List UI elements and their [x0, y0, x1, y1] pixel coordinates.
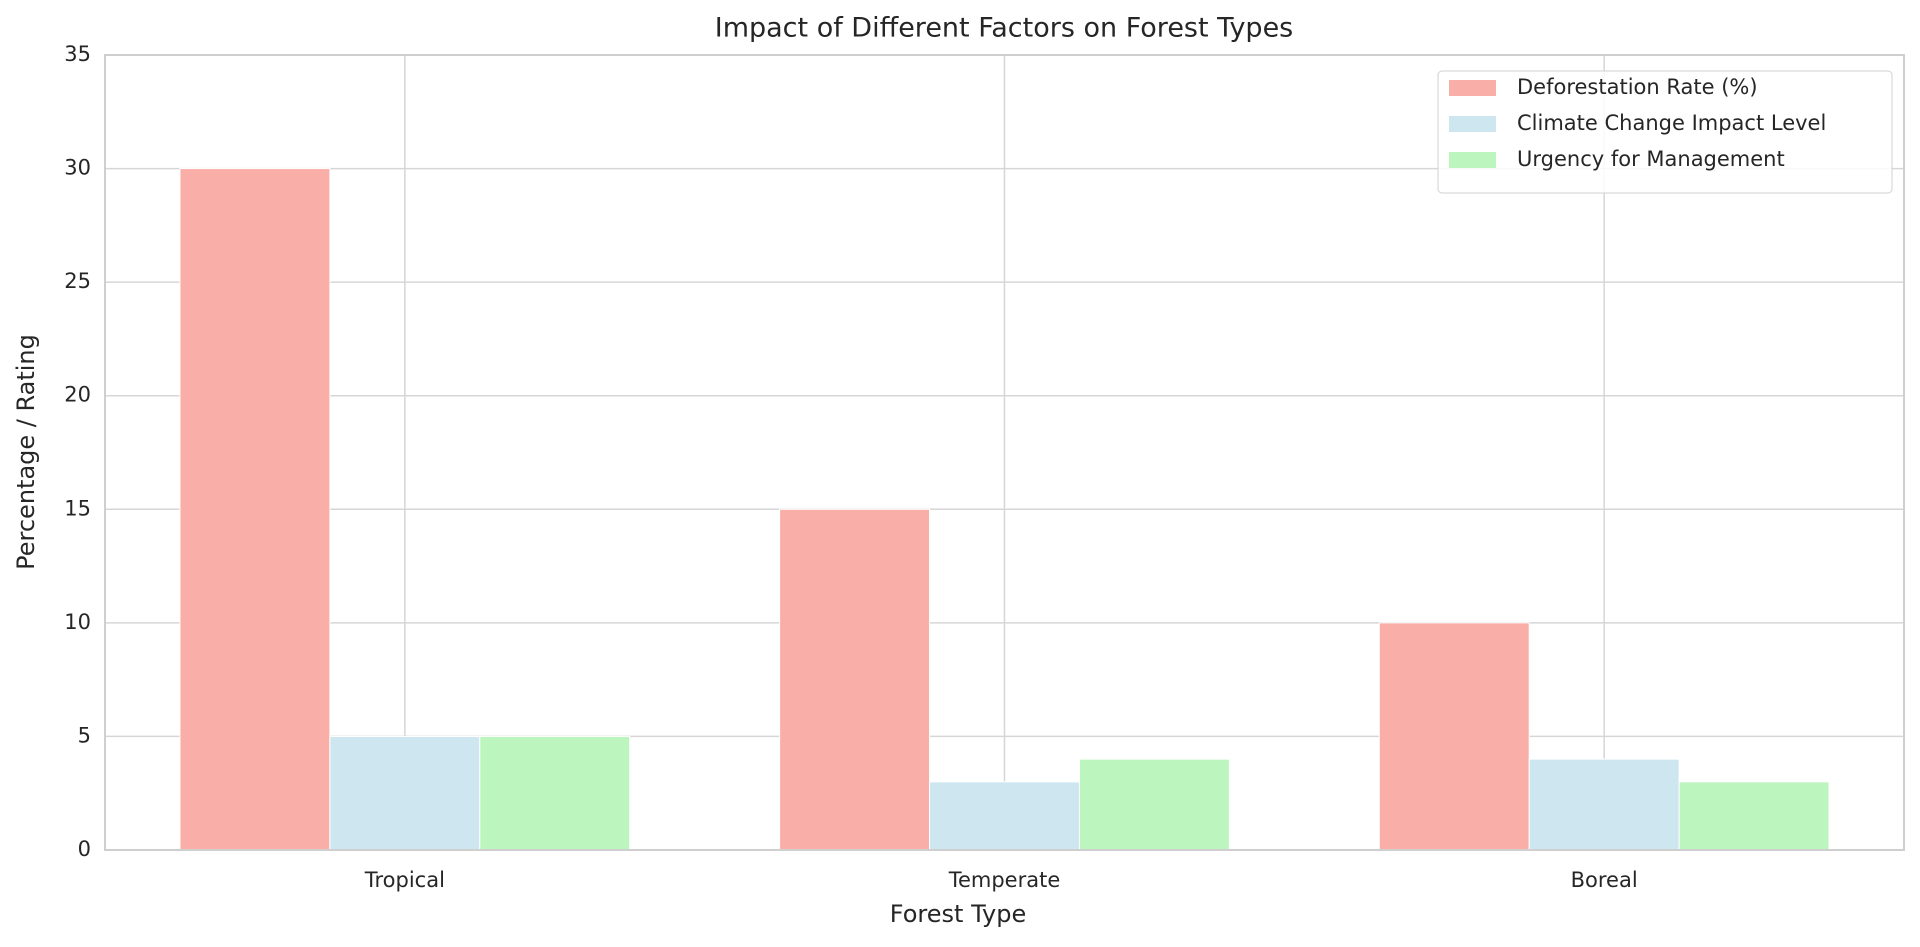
legend-label: Climate Change Impact Level	[1517, 111, 1826, 135]
legend-swatch	[1449, 116, 1496, 132]
bar	[929, 781, 1080, 851]
bar	[179, 168, 331, 851]
y-tick-label: 10	[64, 610, 91, 634]
y-tick-label: 0	[78, 837, 91, 861]
y-tick-label: 30	[64, 156, 91, 180]
legend-swatch	[1449, 152, 1496, 168]
y-tick-label: 5	[78, 723, 91, 747]
y-tick-label: 35	[64, 42, 91, 66]
legend-label: Urgency for Management	[1517, 147, 1785, 171]
y-tick-label: 25	[64, 269, 91, 293]
y-tick-label: 15	[64, 496, 91, 520]
legend-swatch	[1449, 80, 1496, 96]
bar	[479, 735, 631, 851]
y-axis-label: Percentage / Rating	[12, 334, 40, 570]
plot-frame	[104, 54, 1905, 851]
bar	[1378, 622, 1530, 851]
legend-label: Deforestation Rate (%)	[1517, 75, 1758, 99]
x-axis-label: Forest Type	[890, 900, 1026, 928]
bar	[1078, 758, 1230, 851]
bar	[329, 735, 481, 851]
y-tick-label: 20	[64, 383, 91, 407]
x-tick-label: Temperate	[948, 868, 1061, 892]
bar	[1678, 781, 1830, 851]
bar	[779, 508, 931, 851]
legend-box	[1437, 70, 1893, 194]
x-tick-label: Boreal	[1571, 868, 1638, 892]
chart-title: Impact of Different Factors on Forest Ty…	[715, 13, 1294, 44]
x-tick-label: Tropical	[364, 868, 445, 892]
bar	[1528, 758, 1680, 851]
